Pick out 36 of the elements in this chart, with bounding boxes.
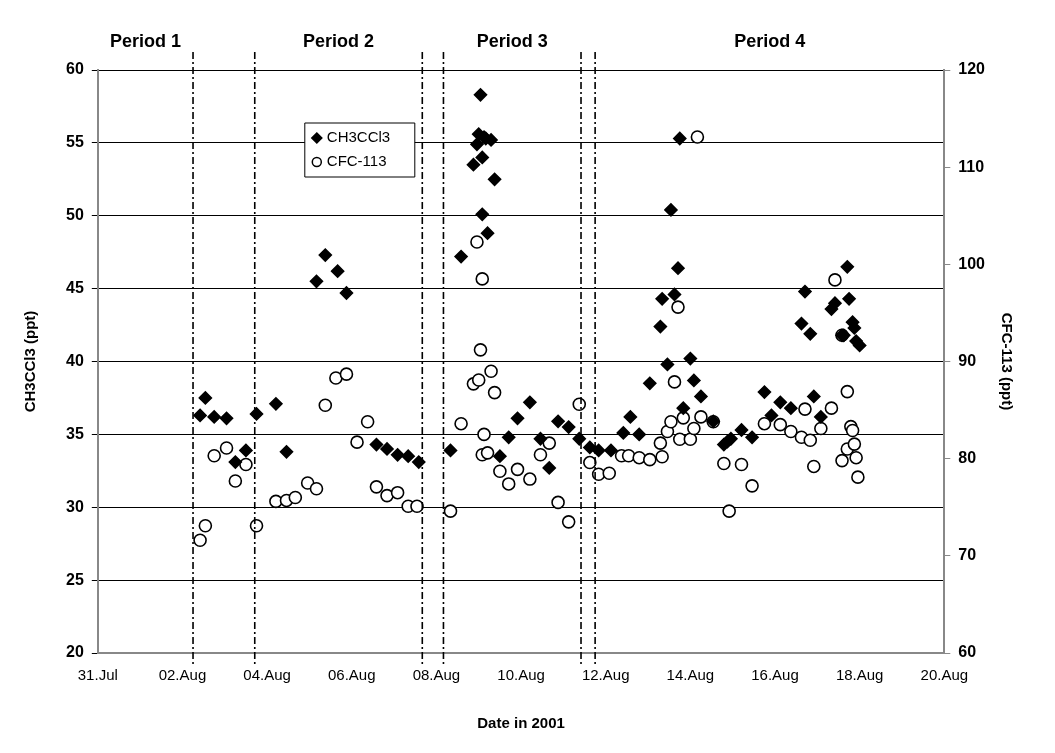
y-axis-title: CH3CCl3 (ppt) [21, 310, 39, 413]
y-tick-label: 30 [66, 497, 84, 515]
x-tick-label: 02.Aug [158, 666, 207, 684]
x-tick-label: 16.Aug [751, 666, 799, 684]
y-tick-label: 60 [66, 60, 84, 78]
x-tick-label: 06.Aug [327, 666, 376, 684]
x-tick-label: 08.Aug [412, 666, 461, 684]
y-tick-label: 25 [66, 570, 84, 588]
y-tick-label: 40 [66, 351, 84, 369]
text: Period 1 [109, 30, 181, 51]
y2-tick-label: 80 [958, 449, 977, 467]
x-tick-label: 20.Aug [920, 666, 969, 684]
text: Period 3 [476, 30, 548, 51]
x-axis-title: Date in 2001 [477, 714, 565, 732]
x-tick-label: 14.Aug [666, 666, 715, 684]
legend-label: CFC-113 [326, 152, 387, 170]
y-tick-label: 50 [66, 206, 84, 224]
x-tick-label: 12.Aug [581, 666, 630, 684]
text: Period 2 [303, 30, 375, 51]
text: Period 4 [734, 30, 806, 51]
y2-tick-label: 90 [958, 351, 977, 369]
x-tick-label: 31.Jul [77, 666, 118, 684]
y2-tick-label: 100 [958, 254, 986, 272]
y2-tick-label: 60 [958, 643, 977, 661]
y-tick-label: 35 [66, 424, 84, 442]
y2-axis-title: CFC-113 (ppt) [998, 312, 1016, 411]
x-tick-label: 04.Aug [243, 666, 291, 684]
y-tick-label: 55 [66, 133, 84, 151]
x-tick-label: 10.Aug [497, 666, 545, 684]
legend-label: CH3CCl3 [326, 128, 391, 146]
y2-tick-label: 110 [958, 157, 985, 175]
y-tick-label: 20 [66, 643, 84, 661]
y-tick-label: 45 [66, 279, 84, 297]
y2-tick-label: 120 [958, 60, 986, 78]
x-tick-label: 18.Aug [835, 666, 884, 684]
y2-tick-label: 70 [958, 546, 977, 564]
